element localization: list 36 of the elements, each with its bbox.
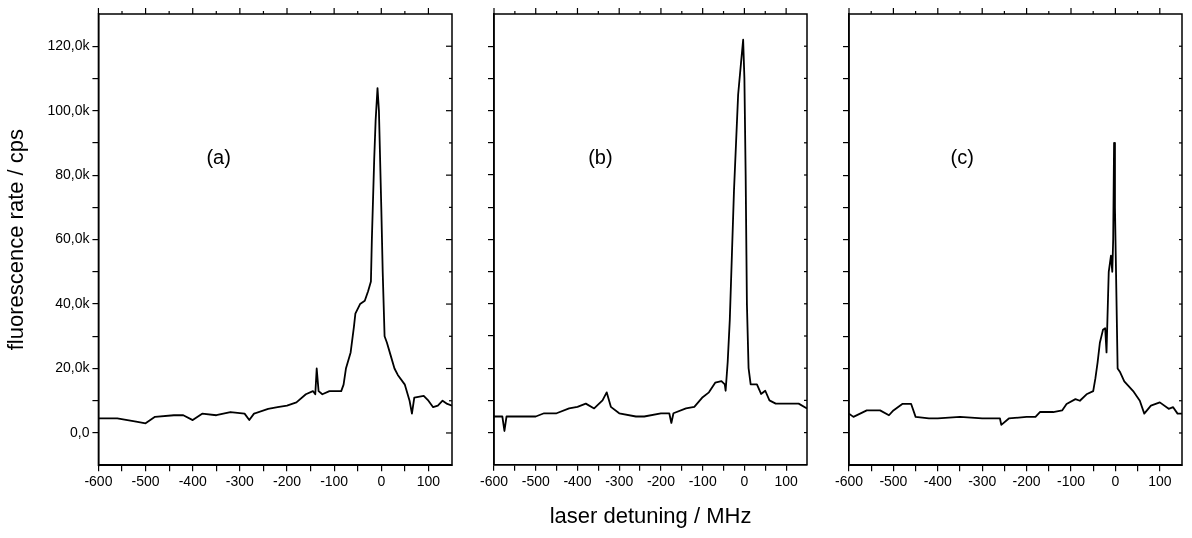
annotation: (a) [206, 145, 231, 168]
x-tick-label: -200 [272, 473, 302, 490]
x-tick-label: -200 [1012, 473, 1041, 490]
y-tick-label: 60,0k [55, 230, 91, 247]
x-tick-label: -600 [84, 473, 113, 490]
x-tick-label: -200 [646, 473, 676, 490]
annotation: (c) [950, 145, 974, 168]
x-tick-label: -500 [879, 473, 908, 490]
y-tick-label: 100,0k [47, 101, 91, 118]
x-tick-label: -100 [688, 473, 717, 490]
x-tick-label: -400 [178, 473, 207, 490]
x-tick-label: 100 [774, 473, 799, 490]
y-tick-label: 0,0 [69, 423, 90, 440]
x-tick-label: -300 [968, 473, 997, 490]
x-tick-label: -600 [479, 473, 509, 490]
x-axis-title: laser detuning / MHz [549, 502, 752, 528]
x-tick-label: 100 [416, 473, 441, 490]
x-tick-label: -300 [605, 473, 634, 490]
x-tick-label: -500 [521, 473, 550, 490]
x-tick-label: -100 [1056, 473, 1086, 490]
x-tick-label: -500 [131, 473, 160, 490]
x-tick-label: 0 [377, 473, 386, 490]
x-tick-label: 100 [1148, 473, 1172, 490]
x-tick-label: -600 [834, 473, 864, 490]
y-axis-title: fluorescence rate / cps [3, 128, 29, 351]
y-tick-label: 20,0k [55, 359, 91, 376]
x-tick-label: -300 [225, 473, 255, 490]
y-tick-label: 120,0k [47, 37, 91, 54]
annotation: (b) [588, 145, 613, 168]
x-tick-label: -400 [563, 473, 592, 490]
x-tick-label: -400 [923, 473, 953, 490]
y-tick-label: 80,0k [55, 166, 91, 182]
x-tick-label: -100 [320, 473, 349, 490]
y-tick-label: 40,0k [55, 294, 91, 311]
x-tick-label: 0 [1111, 473, 1120, 490]
x-tick-label: 0 [740, 473, 749, 490]
